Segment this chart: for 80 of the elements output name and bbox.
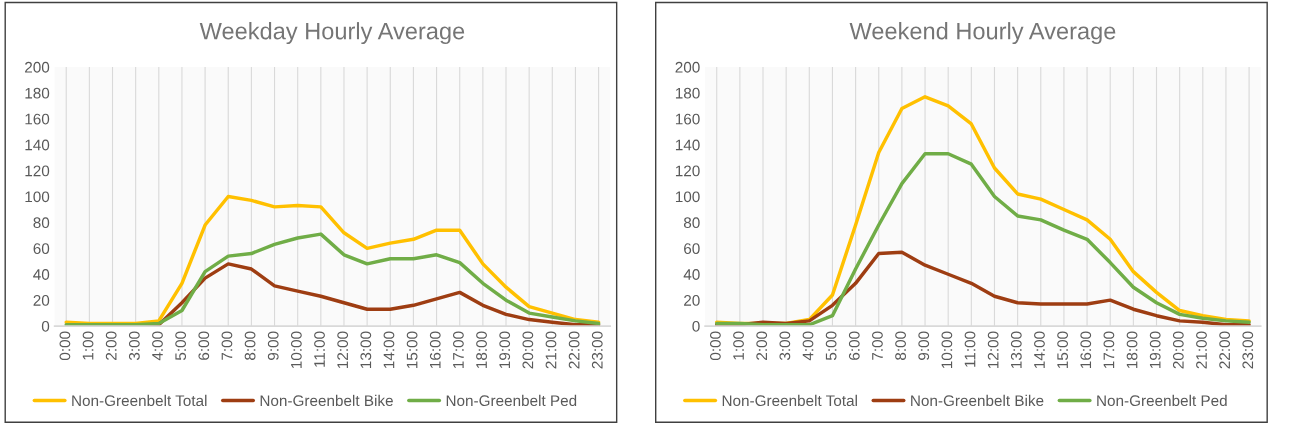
- x-tick-label: 19:00: [499, 331, 511, 368]
- y-tick-label: 160: [675, 113, 700, 125]
- y-tick-label: 100: [25, 191, 50, 203]
- x-tick-label: 23:00: [591, 331, 603, 369]
- x-tick-label: 6:00: [198, 331, 210, 360]
- y-tick-label: 40: [33, 269, 50, 280]
- x-tick-label: 13:00: [1010, 331, 1022, 368]
- x-tick-label: 9:00: [267, 331, 279, 360]
- x-tick-label: 8:00: [244, 331, 256, 360]
- legend-label: Non-Greenbelt Ped: [446, 394, 577, 407]
- x-tick-label: 14:00: [1034, 331, 1045, 368]
- x-tick-label: 12:00: [987, 331, 999, 368]
- y-tick-label: 120: [25, 165, 50, 177]
- x-tick-label: 18:00: [476, 331, 487, 368]
- y-tick-label: 180: [675, 87, 700, 99]
- x-tick-label: 7:00: [221, 331, 233, 360]
- x-tick-label: 1:00: [733, 331, 744, 360]
- x-tick-label: 20:00: [522, 331, 534, 369]
- legend-label: Non-Greenbelt Bike: [911, 394, 1044, 407]
- x-tick-label: 2:00: [756, 331, 768, 360]
- x-tick-label: 8:00: [895, 331, 906, 360]
- legend-label: Non-Greenbelt Bike: [260, 394, 393, 407]
- y-tick-label: 180: [25, 87, 50, 99]
- x-tick-label: 15:00: [1057, 331, 1069, 368]
- y-tick-label: 200: [675, 61, 700, 73]
- y-tick-label: 200: [25, 61, 50, 73]
- x-tick-label: 5:00: [175, 331, 187, 361]
- x-tick-label: 12:00: [337, 331, 349, 368]
- x-tick-label: 22:00: [568, 331, 580, 369]
- x-tick-label: 17:00: [1103, 331, 1115, 368]
- y-tick-label: 20: [33, 295, 50, 306]
- x-tick-label: 11:00: [964, 331, 976, 367]
- x-tick-label: 6:00: [848, 331, 860, 360]
- x-tick-label: 16:00: [429, 331, 441, 368]
- x-tick-label: 5:00: [825, 331, 837, 361]
- chart-title: Weekend Hourly Average: [849, 22, 1116, 45]
- x-tick-label: 0:00: [710, 331, 721, 361]
- y-tick-label: 80: [683, 217, 700, 229]
- y-tick-label: 120: [675, 165, 700, 177]
- x-tick-label: 14:00: [383, 331, 395, 368]
- y-tick-label: 20: [684, 295, 700, 306]
- x-tick-label: 3:00: [128, 331, 140, 361]
- x-tick-label: 22:00: [1219, 331, 1231, 369]
- y-tick-label: 0: [41, 320, 50, 332]
- x-tick-label: 21:00: [1196, 331, 1207, 369]
- x-tick-label: 0:00: [59, 331, 71, 361]
- x-tick-label: 9:00: [918, 331, 930, 360]
- x-tick-label: 4:00: [152, 331, 163, 361]
- legend-label: Non-Greenbelt Ped: [1097, 394, 1227, 407]
- x-tick-label: 10:00: [290, 331, 302, 368]
- x-tick-label: 1:00: [82, 331, 94, 360]
- legend-label: Non-Greenbelt Total: [72, 394, 207, 407]
- line-series: [714, 152, 1251, 327]
- x-tick-label: 23:00: [1242, 331, 1254, 369]
- x-tick-label: 10:00: [941, 331, 953, 368]
- y-tick-label: 140: [675, 139, 700, 151]
- y-tick-label: 0: [692, 320, 700, 332]
- x-tick-label: 7:00: [872, 331, 883, 360]
- x-tick-label: 11:00: [314, 331, 325, 367]
- x-tick-label: 19:00: [1149, 331, 1161, 368]
- x-tick-label: 17:00: [453, 331, 464, 368]
- y-tick-label: 100: [675, 191, 700, 203]
- x-tick-label: 15:00: [406, 331, 418, 368]
- y-tick-label: 140: [25, 139, 50, 151]
- x-tick-label: 2:00: [105, 331, 117, 360]
- y-tick-label: 60: [684, 243, 700, 255]
- y-tick-label: 60: [33, 243, 50, 255]
- x-tick-label: 20:00: [1172, 331, 1184, 369]
- line-series: [64, 232, 601, 327]
- y-tick-label: 80: [33, 217, 50, 229]
- y-tick-label: 160: [25, 113, 50, 125]
- x-tick-label: 21:00: [545, 331, 557, 369]
- y-tick-label: 40: [683, 269, 700, 280]
- x-tick-label: 4:00: [802, 331, 814, 361]
- x-tick-label: 18:00: [1126, 331, 1138, 368]
- x-tick-label: 3:00: [779, 331, 791, 361]
- legend-label: Non-Greenbelt Total: [722, 394, 857, 407]
- chart-title: Weekday Hourly Average: [199, 22, 465, 45]
- x-tick-label: 13:00: [360, 331, 372, 368]
- x-tick-label: 16:00: [1080, 331, 1092, 368]
